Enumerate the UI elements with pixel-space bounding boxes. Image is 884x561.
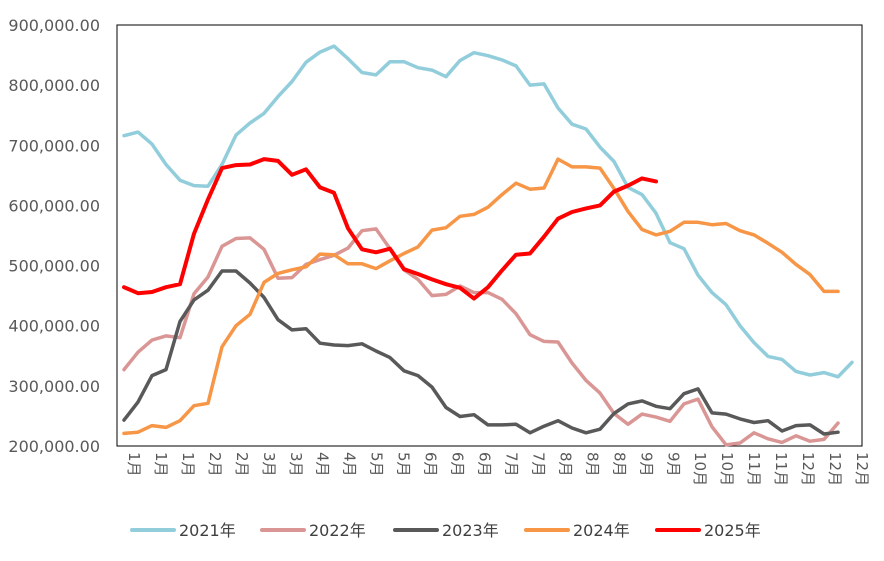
- x-axis-ticks: 1月 1月 1月 2月 2月 3月 3月 4月 4月 5月 5月 6月 6月 6月 7月 7月 8月 8月 8月 9月…: [125, 452, 871, 486]
- x-tick-label: 3月: [260, 452, 278, 477]
- x-tick-label: 8月: [556, 452, 574, 477]
- x-tick-label: 12月: [826, 452, 844, 486]
- y-tick-label: 900,000.00: [8, 16, 100, 35]
- legend-label: 2025年: [704, 521, 761, 540]
- x-tick-label: 2月: [233, 452, 251, 477]
- x-tick-label: 7月: [502, 452, 520, 477]
- x-tick-label: 7月: [529, 452, 547, 477]
- y-tick-label: 300,000.00: [8, 377, 100, 396]
- y-tick-label: 400,000.00: [8, 317, 100, 336]
- x-tick-label: 10月: [718, 452, 736, 486]
- series-line-2023年: [122, 269, 840, 436]
- legend-label: 2021年: [179, 521, 236, 540]
- y-tick-label: 500,000.00: [8, 257, 100, 276]
- y-tick-label: 800,000.00: [8, 76, 100, 95]
- x-tick-label: 4月: [314, 452, 332, 477]
- x-tick-label: 9月: [664, 452, 682, 477]
- legend: 2021年 2022年 2023年 2024年 2025年: [130, 521, 761, 540]
- legend-label: 2022年: [309, 521, 366, 540]
- x-tick-label: 9月: [637, 452, 655, 477]
- x-tick-label: 5月: [368, 452, 386, 477]
- x-tick-label: 1月: [125, 452, 143, 477]
- x-tick-label: 4月: [341, 452, 359, 477]
- series-line-2021年: [122, 44, 854, 379]
- y-axis-ticks: 200,000.00 300,000.00 400,000.00 500,000.00…: [8, 16, 100, 456]
- y-tick-label: 600,000.00: [8, 196, 100, 215]
- x-tick-label: 6月: [422, 452, 440, 477]
- legend-label: 2024年: [573, 521, 630, 540]
- x-tick-label: 3月: [287, 452, 305, 477]
- x-tick-label: 8月: [583, 452, 601, 477]
- x-tick-label: 11月: [772, 452, 790, 486]
- x-tick-label: 1月: [152, 452, 170, 477]
- series-line-2024年: [122, 157, 840, 436]
- x-tick-label: 2月: [206, 452, 224, 477]
- x-tick-label: 6月: [476, 452, 494, 477]
- y-tick-label: 700,000.00: [8, 136, 100, 155]
- x-tick-label: 12月: [799, 452, 817, 486]
- x-tick-label: 5月: [395, 452, 413, 477]
- y-tick-label: 200,000.00: [8, 437, 100, 456]
- series-line-2025年: [122, 157, 658, 301]
- x-tick-label: 8月: [610, 452, 628, 477]
- legend-label: 2023年: [442, 521, 499, 540]
- x-tick-label: 11月: [745, 452, 763, 486]
- x-tick-label: 1月: [179, 452, 197, 477]
- plot-area-frame: [116, 24, 863, 447]
- x-tick-label: 12月: [853, 452, 871, 486]
- series-lines: [122, 44, 854, 447]
- series-line-2022年: [122, 227, 840, 447]
- x-tick-label: 6月: [449, 452, 467, 477]
- x-tick-label: 10月: [691, 452, 709, 486]
